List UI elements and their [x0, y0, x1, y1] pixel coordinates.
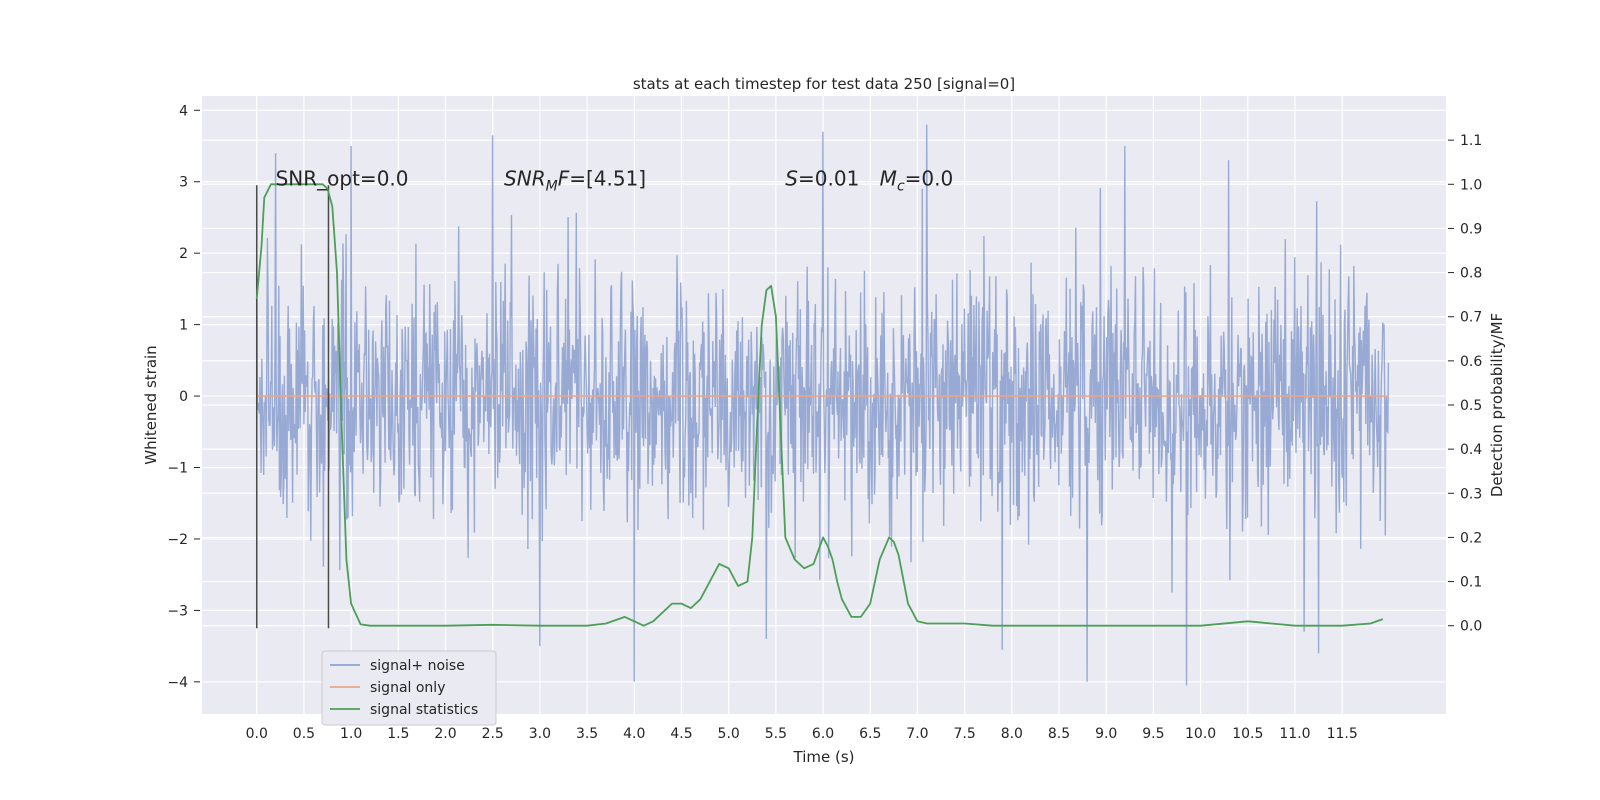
y-tick-label: 4 [179, 103, 188, 119]
x-tick-label: 7.0 [906, 726, 928, 742]
x-tick-label: 0.0 [246, 726, 268, 742]
y-right-tick-label: 0.6 [1460, 354, 1482, 370]
x-tick-label: 1.0 [340, 726, 362, 742]
y-tick-label: 3 [179, 175, 188, 191]
legend-label-signal-only: signal only [370, 680, 445, 696]
y-right-tick-label: 0.3 [1460, 486, 1482, 502]
y-tick-label: 2 [179, 246, 188, 262]
x-tick-label: 10.5 [1232, 726, 1263, 742]
x-tick-label: 8.5 [1048, 726, 1070, 742]
y-tick-label: −3 [167, 603, 188, 619]
y-right-axis-label: Detection probability/MF [1488, 313, 1506, 497]
x-tick-label: 11.0 [1279, 726, 1310, 742]
annotation-snr_mf: SNRMF=[4.51] [504, 167, 646, 195]
x-tick-label: 8.0 [1001, 726, 1023, 742]
y-tick-label: 1 [179, 318, 188, 334]
x-tick-label: 10.0 [1185, 726, 1216, 742]
y-tick-label: 0 [179, 389, 188, 405]
y-right-tick-label: 0.2 [1460, 530, 1482, 546]
y-right-tick-label: 0.1 [1460, 575, 1482, 591]
y-tick-label: −4 [167, 675, 188, 691]
series-signal-noise [256, 124, 1390, 686]
chart-title: stats at each timestep for test data 250… [633, 75, 1015, 93]
y-right-tick-label: 0.8 [1460, 266, 1482, 282]
annotation-mc: Mc=0.0 [880, 167, 954, 195]
x-tick-label: 4.0 [623, 726, 645, 742]
y-axis-label: Whitened strain [142, 345, 160, 464]
y-right-tick-label: 1.1 [1460, 133, 1482, 149]
x-tick-label: 9.5 [1142, 726, 1164, 742]
x-tick-label: 4.5 [670, 726, 692, 742]
x-tick-label: 1.5 [387, 726, 409, 742]
x-tick-label: 3.0 [529, 726, 551, 742]
y-right-tick-label: 0.9 [1460, 221, 1482, 237]
series-line-signal-noise [256, 124, 1390, 686]
legend: signal+ noise signal only signal statist… [321, 650, 497, 726]
x-tick-label: 2.5 [482, 726, 504, 742]
x-tick-label: 6.5 [859, 726, 881, 742]
x-tick-labels: 0.0 0.5 1.0 1.5 2.0 2.5 3.0 3.5 4.0 4.5 5.0 5.5 6.0 6… [246, 726, 1358, 742]
legend-box [321, 650, 497, 726]
x-tick-label: 11.5 [1327, 726, 1358, 742]
annotation-s: S=0.01 [785, 167, 859, 191]
y-tick-label: −1 [167, 461, 188, 477]
y-right-tick-label: 0.7 [1460, 310, 1482, 326]
y-right-tick-labels: 1.1 1.0 0.9 0.8 0.7 0.6 0.5 0.4 0.3 0.2 0.1 0.0 [1448, 133, 1482, 635]
x-axis-label: Time (s) [793, 748, 855, 766]
y-tick-label: −2 [167, 532, 188, 548]
series-line-signal-statistics [255, 183, 1384, 627]
vertical-lines [255, 185, 330, 629]
x-tick-label: 7.5 [954, 726, 976, 742]
legend-label-signal-noise: signal+ noise [370, 658, 465, 674]
x-tick-label: 9.0 [1095, 726, 1117, 742]
x-tick-label: 3.5 [576, 726, 598, 742]
x-tick-label: 2.0 [434, 726, 456, 742]
series-signal-statistics [255, 183, 1384, 627]
grid-y-right [202, 139, 1446, 627]
y-right-tick-label: 0.4 [1460, 442, 1482, 458]
x-tick-label: 5.5 [765, 726, 787, 742]
x-tick-label: 6.0 [812, 726, 834, 742]
annotations: SNR_opt=0.0 SNRMF=[4.51] S=0.01 Mc=0.0 [276, 167, 954, 195]
y-right-tick-label: 0.5 [1460, 398, 1482, 414]
legend-label-signal-statistics: signal statistics [370, 702, 478, 718]
y-right-tick-label: 0.0 [1460, 619, 1482, 635]
y-tick-labels: 4 3 2 1 0 −1 −2 −3 −4 [167, 103, 200, 691]
x-tick-label: 0.5 [293, 726, 315, 742]
y-right-tick-label: 1.0 [1460, 177, 1482, 193]
x-tick-label: 5.0 [718, 726, 740, 742]
annotation-snr_opt: SNR_opt=0.0 [276, 167, 409, 191]
